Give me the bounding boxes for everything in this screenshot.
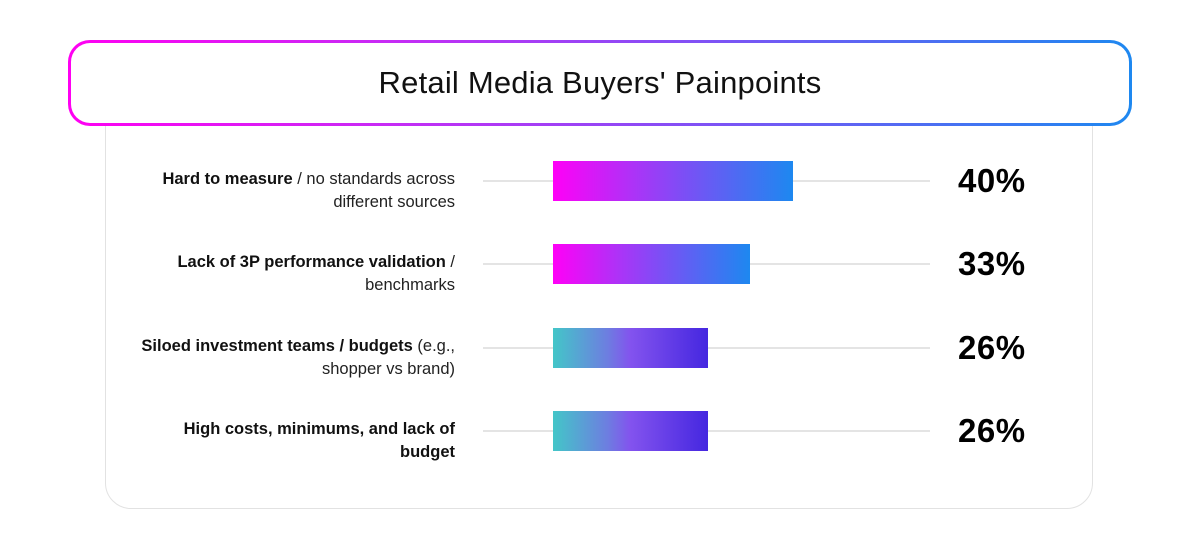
bar-label: Hard to measure / no standards across di… [135,168,455,214]
bar-label-bold: Hard to measure [162,170,293,188]
bar [553,161,793,201]
bar [553,411,708,451]
bar-label: Lack of 3P performance validation / benc… [135,251,455,297]
bar-row: High costs, minimums, and lack of budget… [0,411,1200,461]
bar-row: Hard to measure / no standards across di… [0,161,1200,211]
bar-label-bold: Siloed investment teams / budgets [141,337,413,355]
bar-value: 33% [958,245,1026,282]
bar-value: 26% [958,412,1026,449]
bar [553,328,708,368]
bar-label-bold: High costs, minimums, and lack of budget [183,420,455,461]
bar-label-rest: (e.g., shopper vs brand) [322,337,455,378]
bar-row: Lack of 3P performance validation / benc… [0,244,1200,294]
bar-label-bold: Lack of 3P performance validation [177,253,446,271]
title-banner-inner: Retail Media Buyers' Painpoints [71,43,1129,123]
bar-row: Siloed investment teams / budgets (e.g.,… [0,328,1200,378]
bar-label-rest: / benchmarks [365,253,455,294]
chart-title: Retail Media Buyers' Painpoints [378,65,822,100]
bar-label-rest: / no standards across different sources [292,170,455,211]
bar-label: Siloed investment teams / budgets (e.g.,… [135,335,455,381]
bar [553,244,750,284]
bar-label: High costs, minimums, and lack of budget [135,418,455,464]
bar-value: 40% [958,162,1026,199]
bar-value: 26% [958,329,1026,366]
title-banner: Retail Media Buyers' Painpoints [68,40,1132,126]
